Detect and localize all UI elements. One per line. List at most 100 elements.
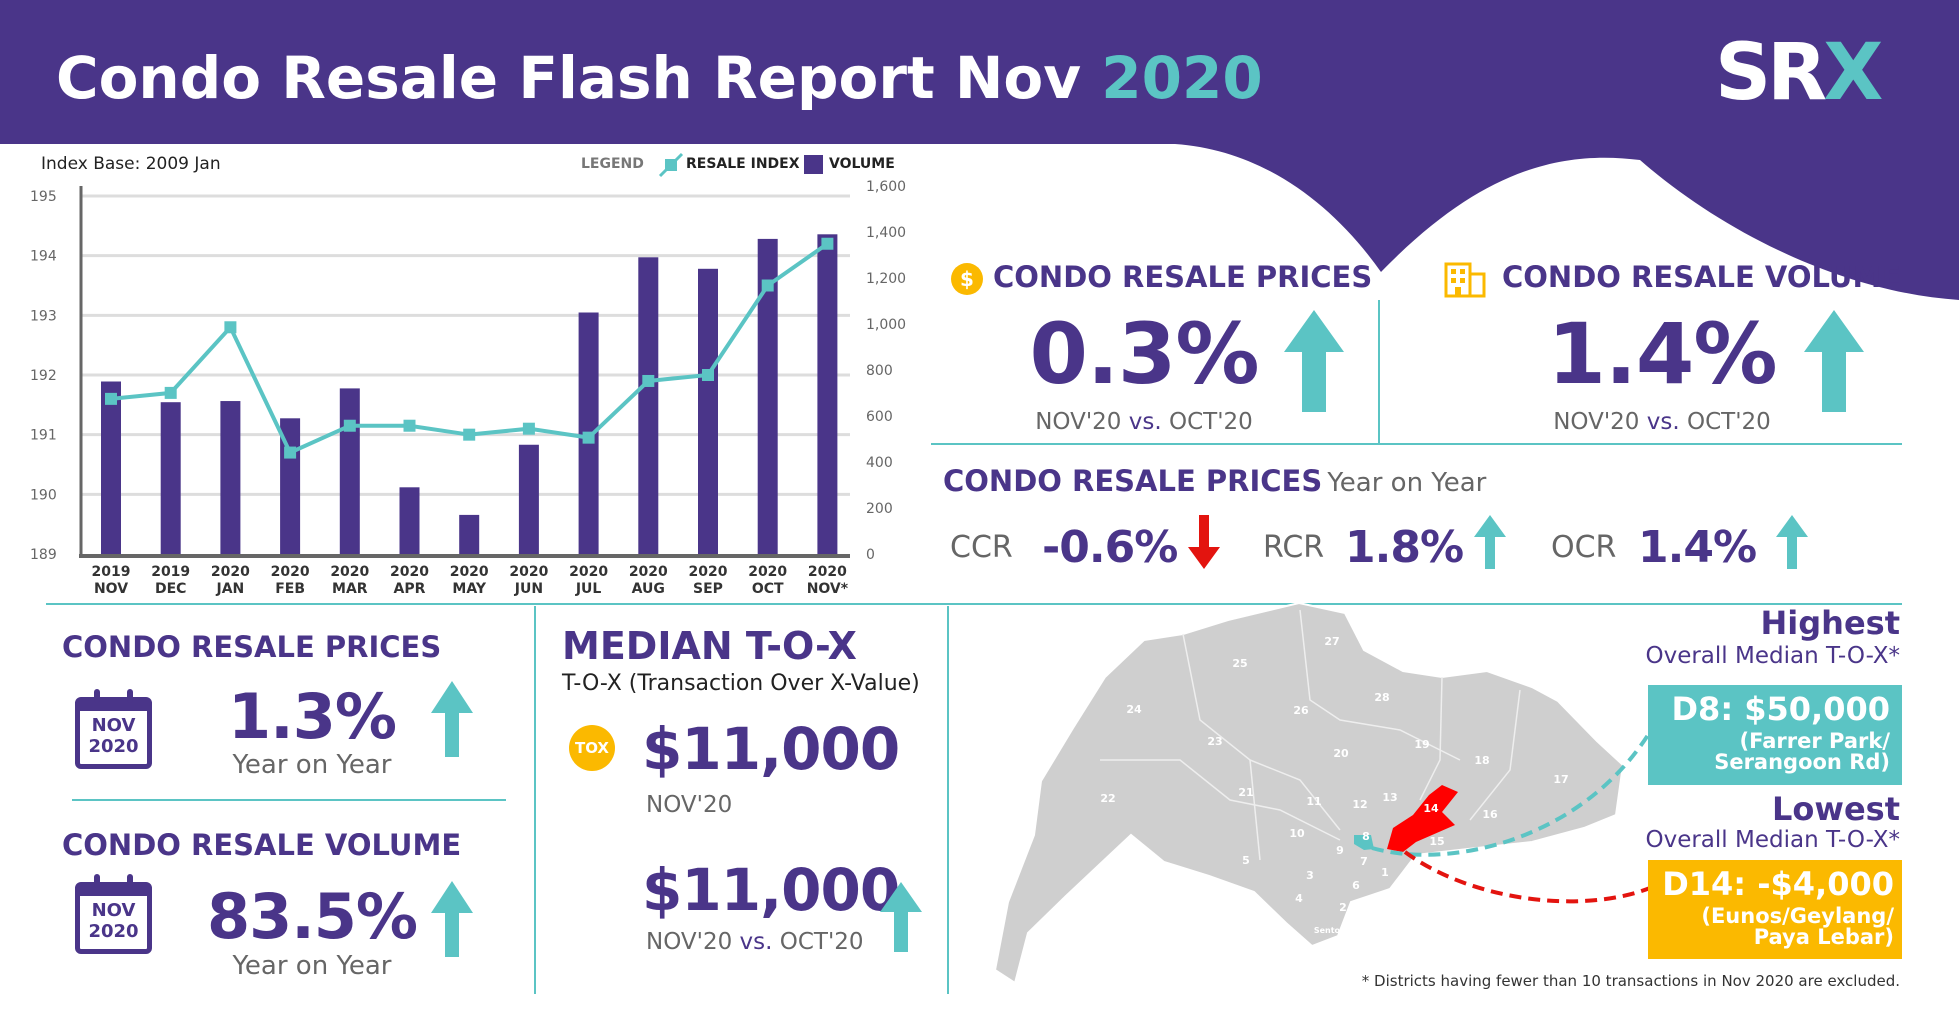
highest-area-1: (Farrer Park/: [1739, 729, 1891, 753]
bl-volume-title: CONDO RESALE VOLUME: [62, 828, 462, 862]
district-label: 18: [1474, 754, 1489, 767]
district-label: 20: [1333, 747, 1349, 760]
district-label: 5: [1242, 854, 1250, 867]
volume-up-arrow-icon: [1804, 310, 1864, 412]
tox-change-caption: NOV'20 vs. OCT'20: [646, 929, 864, 955]
district-label: 23: [1207, 735, 1222, 748]
lowest-area-2: Paya Lebar): [1753, 925, 1894, 949]
tox-badge-icon: TOX: [569, 725, 615, 771]
rcr-label: RCR: [1263, 530, 1325, 565]
volume-title: CONDO RESALE VOLUME: [1502, 260, 1902, 294]
bl-prices-up-arrow-icon: [431, 681, 473, 757]
district-label: 19: [1414, 738, 1429, 751]
district-label: 17: [1553, 773, 1568, 786]
title-main: Condo Resale Flash Report: [56, 44, 935, 112]
lowest-value: D14: -$4,000: [1662, 865, 1894, 903]
highest-sub: Overall Median T-O-X*: [1645, 643, 1900, 669]
right-tick-label: 200: [866, 501, 893, 517]
x-tick-year: 2020: [211, 564, 250, 580]
tox-up-arrow-icon: [880, 882, 922, 952]
district-label: 25: [1232, 657, 1247, 670]
district-label: 8: [1362, 830, 1370, 843]
resale-index-point: [761, 279, 774, 292]
district-label: 22: [1100, 792, 1115, 805]
tox-title: MEDIAN T-O-X: [562, 624, 857, 668]
x-tick-year: 2019: [151, 564, 190, 580]
volume-bar: [101, 381, 121, 554]
x-tick-year: 2019: [92, 564, 131, 580]
district-label: 1: [1381, 866, 1389, 879]
bl-prices-caption: Year on Year: [232, 750, 392, 780]
x-tick-month: NOV*: [807, 581, 849, 597]
legend-index-icon: [658, 152, 684, 178]
x-tick-month: MAR: [332, 581, 368, 597]
x-tick-month: JUN: [514, 581, 543, 597]
volume-value: 1.4%: [1547, 305, 1778, 403]
district-label: 14: [1423, 802, 1439, 815]
x-tick-month: DEC: [155, 581, 186, 597]
ocr-value: 1.4%: [1638, 522, 1757, 573]
volume-comparison: NOV'20 vs. OCT'20: [1553, 409, 1771, 435]
district-label: 16: [1482, 808, 1498, 821]
district-label: 12: [1352, 798, 1367, 811]
x-tick-year: 2020: [569, 564, 608, 580]
resale-index-point: [403, 419, 416, 432]
lowest-connector: [1403, 850, 1651, 904]
district-label: 6: [1352, 879, 1360, 892]
x-tick-year: 2020: [689, 564, 728, 580]
volume-bar: [160, 402, 181, 554]
ccr-down-arrow-icon: [1188, 515, 1220, 569]
calendar-icon: NOV 2020: [75, 874, 152, 954]
prices-comparison: NOV'20 vs. OCT'20: [1035, 409, 1253, 435]
resale-index-point: [343, 419, 356, 432]
tox-value-caption: NOV'20: [646, 792, 733, 818]
x-tick-year: 2020: [330, 564, 369, 580]
srx-logo: SRX: [1715, 28, 1883, 118]
divider: [534, 606, 536, 994]
singapore-island: [993, 601, 1625, 985]
tox-subtitle: T-O-X (Transaction Over X-Value): [562, 671, 920, 696]
district-label: 28: [1374, 691, 1389, 704]
left-tick-label: 193: [30, 308, 57, 324]
district-14-highlight: [1387, 785, 1458, 852]
district-8-highlight: [1354, 835, 1374, 850]
x-tick-month: OCT: [752, 581, 784, 597]
left-tick-label: 194: [30, 249, 57, 265]
legend-volume-label: VOLUME: [829, 156, 895, 172]
highest-box: D8: $50,000 (Farrer Park/ Serangoon Rd): [1648, 685, 1902, 785]
district-label: 7: [1360, 855, 1368, 868]
right-tick-label: 1,200: [866, 271, 906, 287]
prices-value: 0.3%: [1029, 305, 1260, 403]
tox-value: $11,000: [642, 715, 900, 783]
ocr-up-arrow-icon: [1776, 515, 1808, 569]
resale-chart: 189 190 191 192 193 194 195 0 200 400 600 800 1,000 1…: [30, 179, 906, 597]
bl-volume-up-arrow-icon: [431, 881, 473, 957]
lowest-box: D14: -$4,000 (Eunos/Geylang/ Paya Lebar): [1648, 860, 1902, 959]
lowest-label: Lowest: [1772, 790, 1900, 828]
district-borders: [1100, 609, 1521, 861]
district-label: 24: [1126, 703, 1142, 716]
resale-index-point: [821, 237, 834, 250]
x-tick-year: 2020: [748, 564, 787, 580]
resale-index-point: [582, 431, 595, 444]
calendar-icon: NOV 2020: [75, 689, 152, 769]
x-tick-month: AUG: [632, 581, 665, 597]
x-tick-month: SEP: [693, 581, 723, 597]
district-label: Sentosa: [1314, 926, 1350, 935]
x-tick-year: 2020: [271, 564, 310, 580]
right-tick-label: 1,000: [866, 317, 906, 333]
resale-index-point: [164, 386, 177, 399]
bl-volume-caption: Year on Year: [232, 951, 392, 981]
left-tick-label: 189: [30, 547, 57, 563]
lowest-sub: Overall Median T-O-X*: [1645, 827, 1900, 853]
district-label: 21: [1238, 786, 1253, 799]
title-month: Nov: [954, 44, 1082, 112]
x-tick-year: 2020: [390, 564, 429, 580]
district-label: 3: [1306, 869, 1314, 882]
svg-text:$: $: [960, 267, 974, 291]
district-label: 15: [1429, 835, 1444, 848]
volume-bar: [698, 268, 718, 554]
district-label: 26: [1293, 704, 1309, 717]
divider: [947, 606, 949, 994]
right-tick-label: 0: [866, 547, 875, 563]
